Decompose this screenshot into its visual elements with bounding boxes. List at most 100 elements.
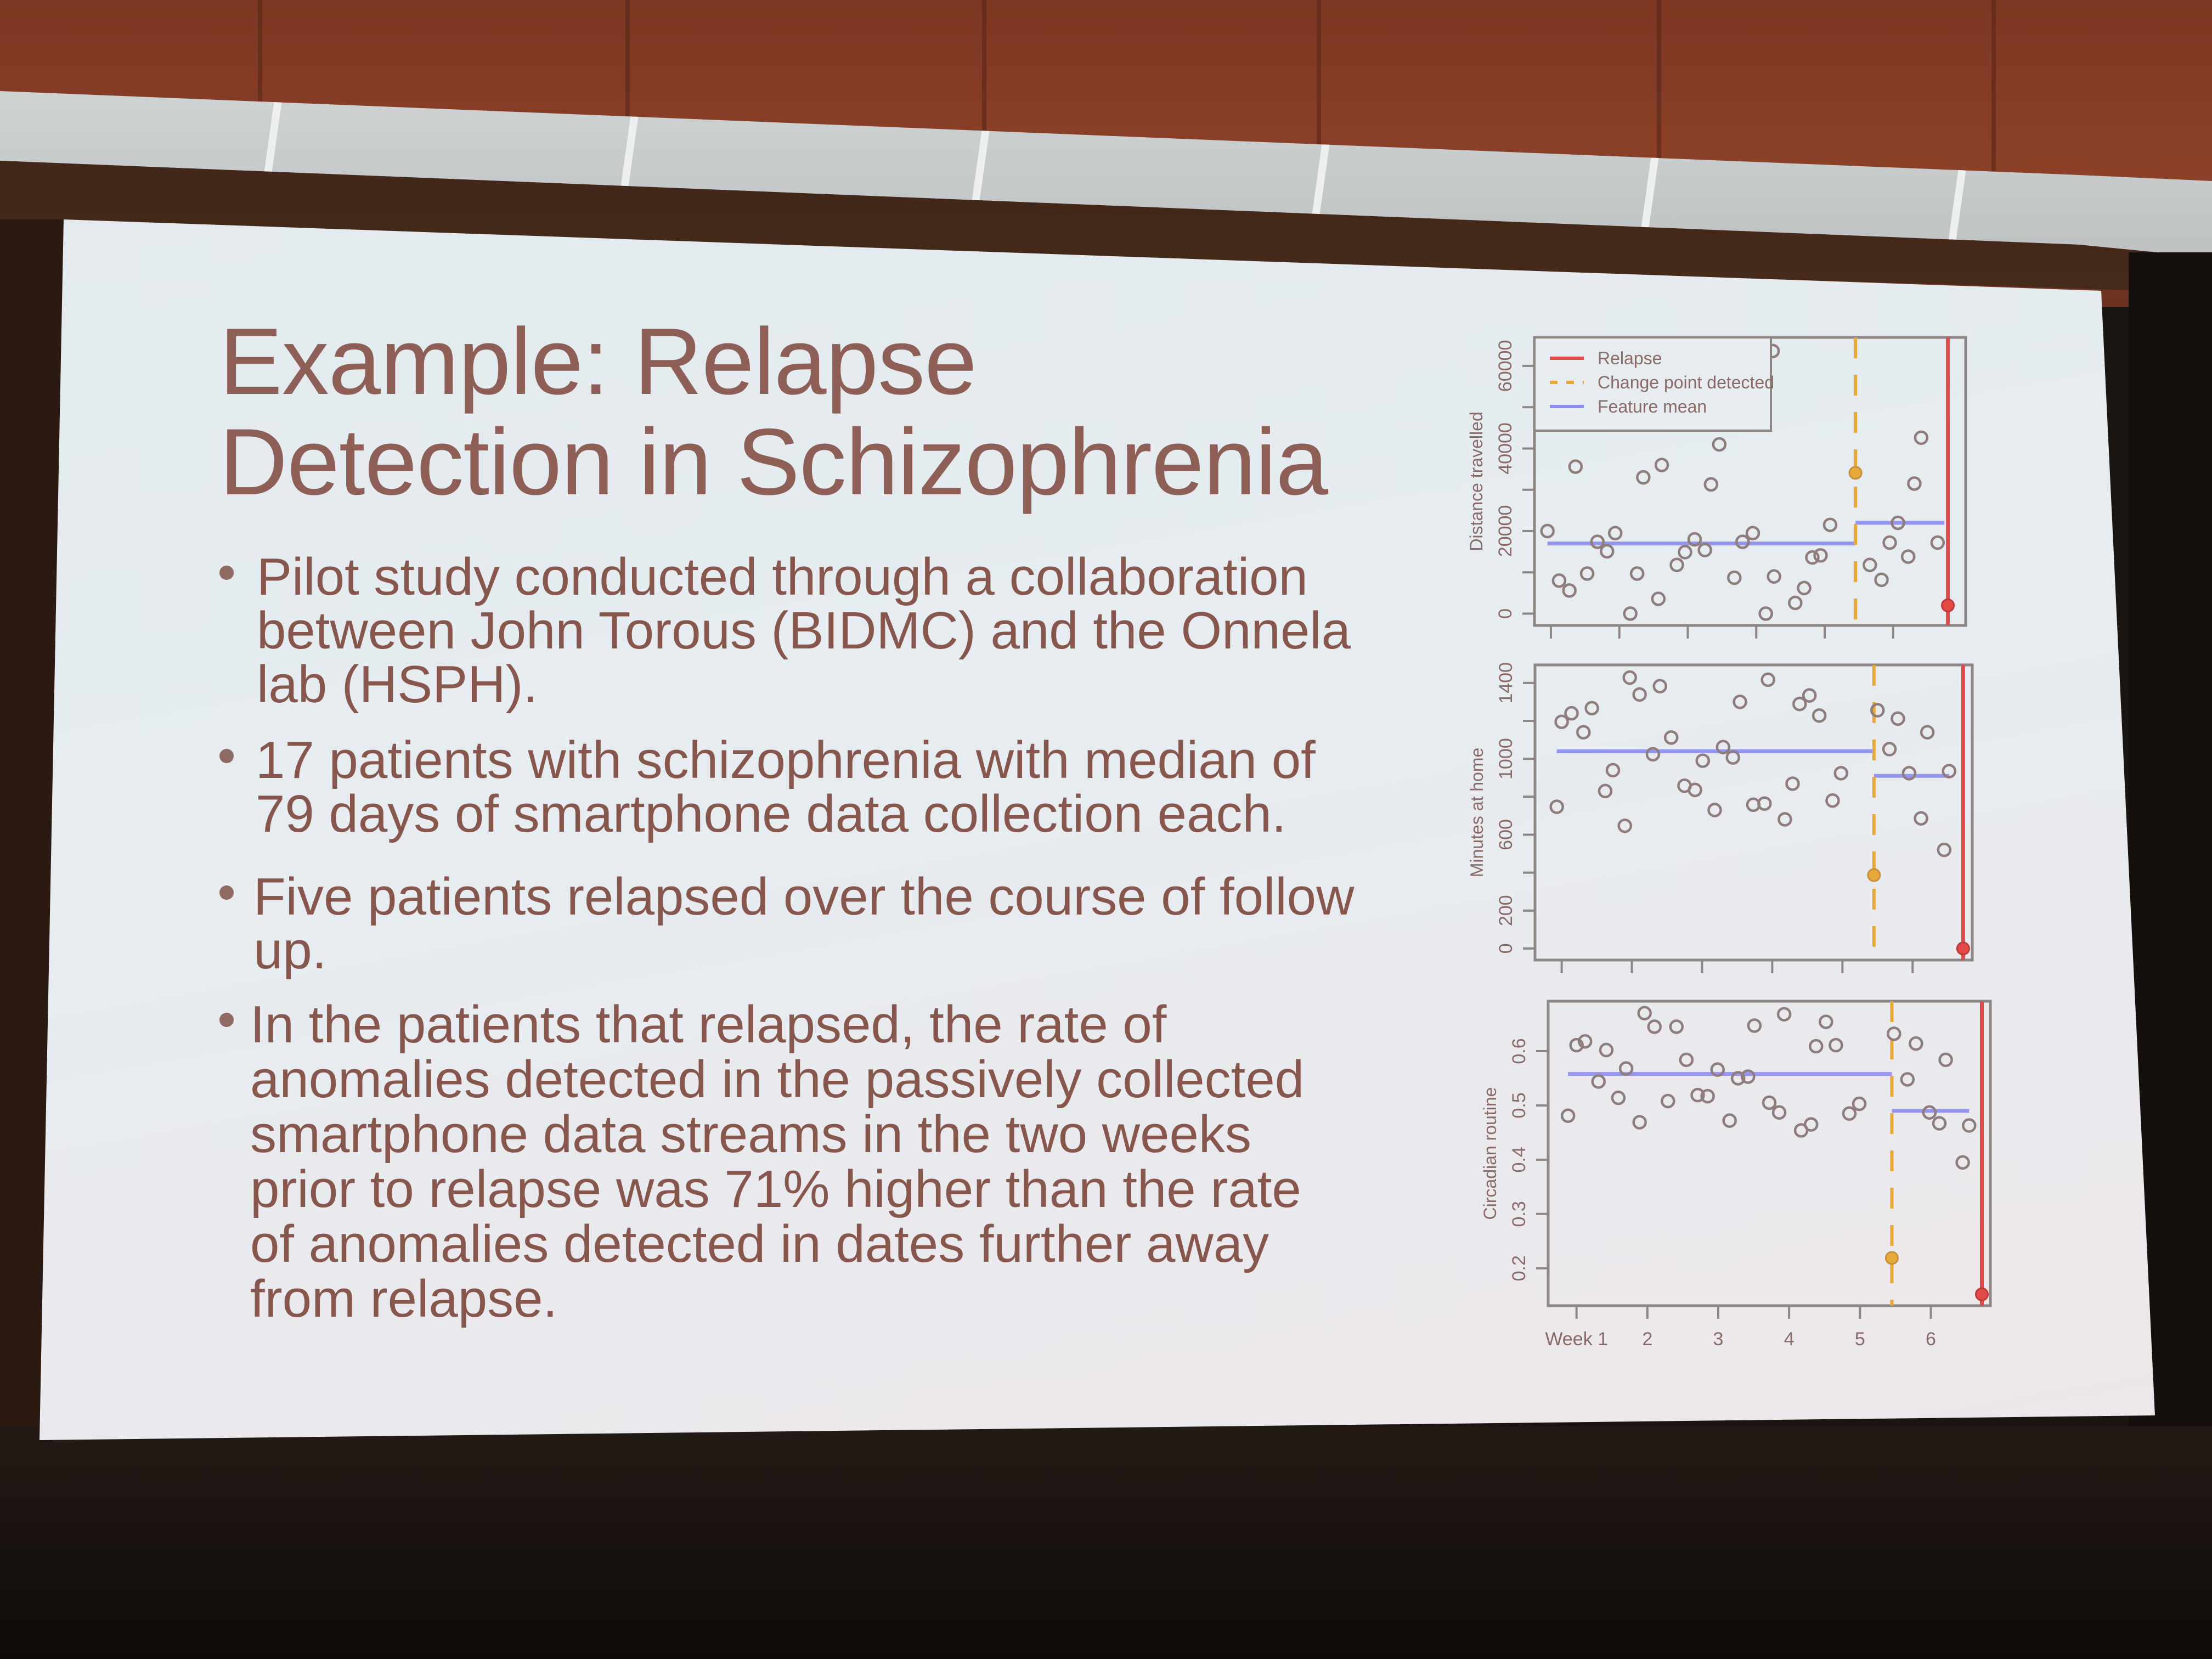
data-point xyxy=(1776,1007,1792,1022)
data-point xyxy=(1882,535,1897,550)
plot-frame xyxy=(1533,663,1974,962)
x-tick-label: 2 xyxy=(1642,1329,1652,1350)
data-point xyxy=(1922,1105,1937,1120)
data-point xyxy=(1654,458,1669,472)
data-point xyxy=(1618,1061,1634,1076)
wall-panel-seam xyxy=(1991,0,1996,230)
data-point xyxy=(1663,730,1679,745)
fixture-divider xyxy=(971,130,990,205)
slide-title-line-1: Example: Relapse xyxy=(219,309,977,414)
bullet-line: lab (HSPH). xyxy=(257,655,538,714)
y-axis-label: Minutes at home xyxy=(1467,748,1487,878)
data-point xyxy=(1914,430,1929,445)
data-point xyxy=(1651,591,1666,606)
fixture-divider xyxy=(620,116,639,191)
data-point xyxy=(1887,1026,1901,1041)
data-point xyxy=(1825,793,1840,808)
data-point xyxy=(1549,799,1564,814)
data-point xyxy=(1716,740,1731,754)
data-point xyxy=(1907,476,1922,491)
data-point xyxy=(1797,580,1812,596)
bullet-line: anomalies detected in the passively coll… xyxy=(250,1050,1305,1109)
data-point xyxy=(1725,750,1741,765)
data-point xyxy=(1778,812,1792,827)
y-tick-label: 1000 xyxy=(1496,738,1516,780)
data-point xyxy=(1758,606,1773,621)
chart-panel-1: 0 20000 40000 60000 Distance travelled Relaps… xyxy=(1466,336,1967,639)
data-point xyxy=(1812,708,1827,723)
y-tick-label: 0.6 xyxy=(1509,1038,1530,1064)
fixture-divider xyxy=(1311,144,1330,218)
data-point xyxy=(1870,703,1885,718)
data-point xyxy=(1900,1072,1915,1087)
bullet-line: up. xyxy=(253,921,327,980)
data-point xyxy=(1788,595,1803,611)
data-point xyxy=(1629,566,1645,581)
data-point xyxy=(1652,679,1667,693)
x-tick-label: Week 1 xyxy=(1545,1329,1608,1350)
data-point xyxy=(1540,523,1555,539)
x-tick-label: 6 xyxy=(1926,1329,1936,1350)
data-point xyxy=(1710,1062,1725,1077)
data-point xyxy=(1554,714,1569,729)
data-point xyxy=(1669,1019,1684,1034)
plot-frame xyxy=(1547,1000,1992,1307)
data-point xyxy=(1590,534,1605,549)
data-point xyxy=(1762,1095,1777,1110)
bullet-dot-icon xyxy=(219,1013,234,1027)
data-point xyxy=(1623,606,1638,621)
y-tick-label: 600 xyxy=(1496,819,1516,850)
data-point xyxy=(1822,517,1838,532)
data-point xyxy=(1937,842,1952,857)
wall-panel-seam xyxy=(982,0,986,230)
data-point xyxy=(1829,1037,1843,1053)
data-point xyxy=(1874,572,1889,588)
y-tick-label: 60000 xyxy=(1495,340,1516,392)
data-point xyxy=(1669,557,1684,572)
bullet-line: 79 days of smartphone data collection ea… xyxy=(256,785,1286,843)
data-point xyxy=(1891,515,1905,531)
data-point xyxy=(1741,1069,1756,1084)
data-point xyxy=(1735,534,1750,549)
y-tick-label: 0 xyxy=(1496,943,1516,953)
data-point xyxy=(1900,549,1916,564)
data-point xyxy=(1955,1155,1970,1170)
data-point xyxy=(1617,818,1632,833)
data-point xyxy=(1687,532,1702,547)
change-point-marker xyxy=(1848,466,1863,480)
data-point xyxy=(1920,725,1935,740)
x-tick-label: 3 xyxy=(1713,1329,1724,1350)
x-tick-label: 5 xyxy=(1855,1329,1865,1350)
data-point xyxy=(1591,1074,1606,1089)
data-point xyxy=(1785,776,1800,791)
data-point xyxy=(1733,695,1747,709)
wall-panel-seam xyxy=(1657,0,1661,230)
data-point xyxy=(1863,557,1877,572)
data-point xyxy=(1802,688,1817,703)
data-point xyxy=(1813,548,1828,563)
data-point xyxy=(1678,545,1692,560)
data-point xyxy=(1930,535,1945,550)
data-point xyxy=(1569,1037,1584,1053)
data-point xyxy=(1599,1042,1614,1058)
data-point xyxy=(1938,1052,1953,1068)
data-point xyxy=(1767,569,1781,584)
data-point xyxy=(1661,1093,1675,1109)
data-point xyxy=(1632,687,1647,702)
data-point xyxy=(1805,550,1820,565)
data-point xyxy=(1584,701,1599,716)
bullet-line: prior to relapse was 71% higher than the… xyxy=(250,1160,1301,1218)
data-point xyxy=(1679,1052,1694,1068)
data-point xyxy=(1942,764,1957,778)
y-tick-label: 0.2 xyxy=(1509,1255,1530,1281)
y-axis-label: Distance travelled xyxy=(1466,411,1486,551)
dark-lower-area xyxy=(0,1426,2212,1659)
bullet-dot-icon xyxy=(219,749,234,763)
data-point xyxy=(1842,1106,1857,1121)
bullet-line: Five patients relapsed over the course o… xyxy=(253,867,1355,926)
fixture-divider xyxy=(1640,157,1659,232)
y-tick-label: 0.5 xyxy=(1509,1092,1530,1118)
data-point xyxy=(1607,526,1623,541)
